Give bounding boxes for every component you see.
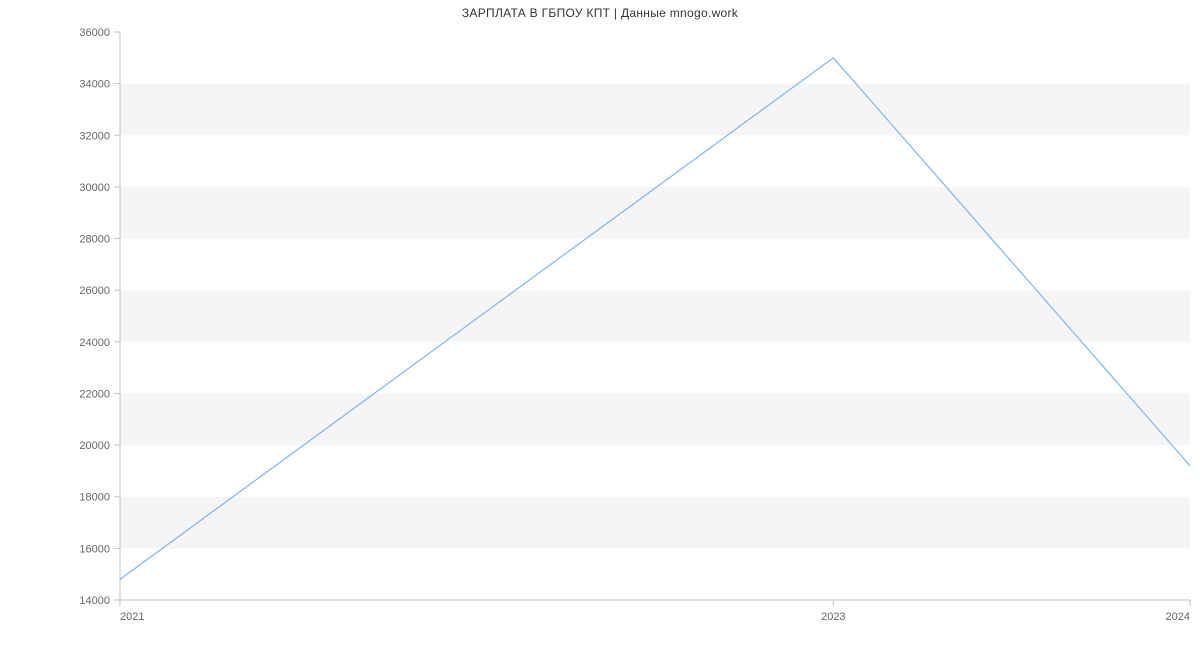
y-tick-label: 30000 [79, 182, 110, 194]
y-tick-label: 18000 [79, 492, 110, 504]
y-tick-label: 34000 [79, 79, 110, 91]
y-tick-label: 28000 [79, 234, 110, 246]
y-tick-label: 32000 [79, 130, 110, 142]
grid-band [120, 32, 1190, 84]
y-tick-label: 16000 [79, 543, 110, 555]
y-tick-label: 26000 [79, 285, 110, 297]
grid-band [120, 342, 1190, 394]
y-tick-label: 36000 [79, 27, 110, 39]
chart-svg: 14000 16000 18000 20000 22000 24000 26000 28000… [0, 0, 1200, 650]
y-tick-label: 22000 [79, 388, 110, 400]
x-tick-label: 2023 [821, 611, 845, 623]
grid-band [120, 84, 1190, 136]
x-tick-label: 2024 [1166, 611, 1190, 623]
chart-title: ЗАРПЛАТА В ГБПОУ КПТ | Данные mnogo.work [0, 6, 1200, 20]
grid-band [120, 290, 1190, 342]
y-tick-label: 14000 [79, 595, 110, 607]
y-tick-label: 20000 [79, 440, 110, 452]
y-tick-label: 24000 [79, 337, 110, 349]
grid-band [120, 135, 1190, 187]
grid-band [120, 445, 1190, 497]
salary-line-chart: ЗАРПЛАТА В ГБПОУ КПТ | Данные mnogo.work… [0, 0, 1200, 650]
grid-band [120, 393, 1190, 445]
grid-band [120, 187, 1190, 239]
grid-band [120, 497, 1190, 549]
x-tick-label: 2021 [120, 611, 144, 623]
grid-band [120, 548, 1190, 600]
